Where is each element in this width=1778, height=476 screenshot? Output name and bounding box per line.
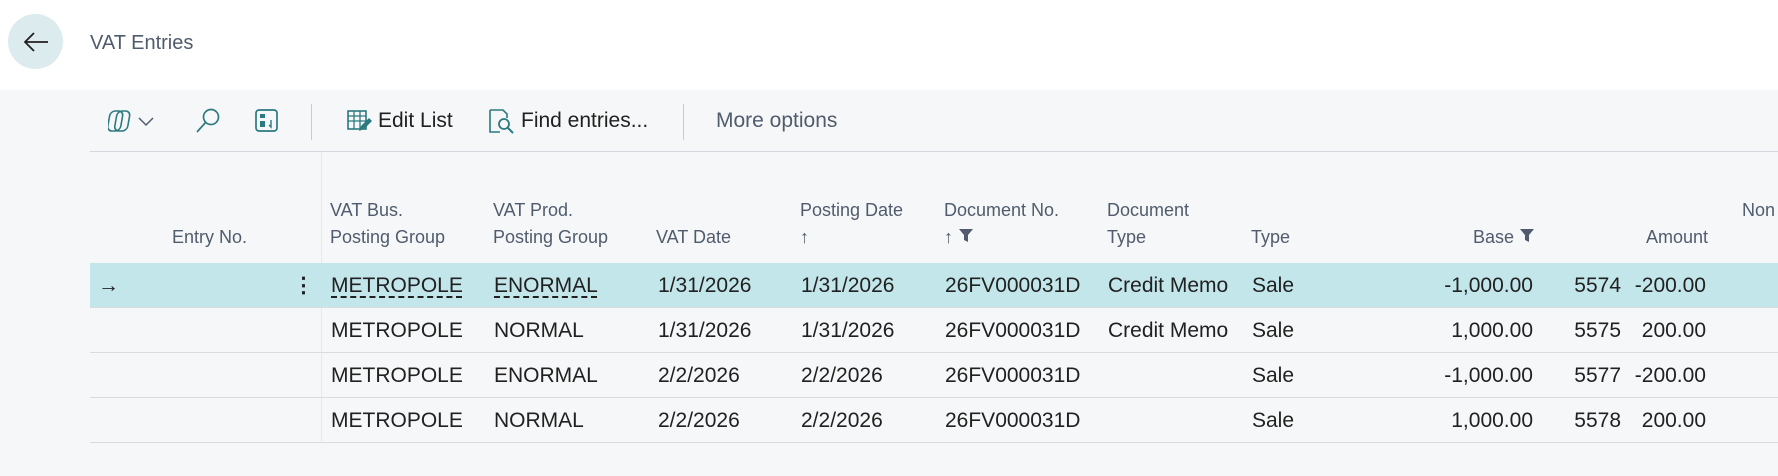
- cell-amount: -200.00: [1634, 364, 1706, 387]
- edit-list-button[interactable]: Edit List: [346, 107, 453, 135]
- header-type[interactable]: Type: [1251, 227, 1291, 247]
- cell-entry-no: 5578: [1574, 409, 1621, 432]
- cell-document-no: 26FV000031D: [945, 364, 1081, 387]
- sort-ascending-icon: ↑: [944, 227, 953, 247]
- cell-posting-date: 1/31/2026: [801, 274, 895, 297]
- header-line: VAT Prod.: [493, 200, 574, 220]
- cell-posting-date: 1/31/2026: [801, 319, 895, 342]
- header-vat-date[interactable]: VAT Date: [656, 227, 732, 247]
- cell-amount: -200.00: [1634, 274, 1706, 297]
- row-actions-icon[interactable]: ⋮: [293, 274, 314, 297]
- header-vat-bus-posting-group[interactable]: VAT Bus. Posting Group: [330, 197, 445, 251]
- header-line: Posting Date: [800, 200, 904, 220]
- table-row[interactable]: 5575 METROPOLE NORMAL 1/31/2026 1/31/2026 26F…: [90, 308, 1778, 353]
- cell-base: 1,000.00: [1451, 319, 1533, 342]
- find-entries-button[interactable]: Find entries...: [487, 107, 648, 135]
- header-line: Type: [1107, 227, 1147, 247]
- cell-vat-date: 1/31/2026: [658, 274, 752, 297]
- header-line: Posting Group: [493, 227, 609, 247]
- header-posting-date[interactable]: Posting Date ↑: [800, 197, 903, 251]
- table-row[interactable]: 5577 METROPOLE ENORMAL 2/2/2026 2/2/2026 26FV…: [90, 353, 1778, 398]
- filter-icon: [959, 229, 974, 242]
- header-entry-no[interactable]: Entry No.: [171, 227, 247, 247]
- header-vat-prod-posting-group[interactable]: VAT Prod. Posting Group: [493, 197, 608, 251]
- edit-list-label: Edit List: [378, 109, 453, 132]
- cell-vat-date: 2/2/2026: [658, 364, 740, 387]
- cell-type: Sale: [1252, 409, 1295, 432]
- cell-document-no: 26FV000031D: [945, 274, 1081, 297]
- cell-vat-bus[interactable]: METROPOLE: [331, 319, 463, 342]
- header-line: Document: [1107, 200, 1190, 220]
- cell-amount: 200.00: [1641, 319, 1706, 342]
- header-line: Base: [1472, 227, 1514, 247]
- search-button[interactable]: [194, 107, 222, 135]
- toolbar-divider: [311, 104, 312, 140]
- header-document-type[interactable]: Document Type: [1107, 197, 1189, 251]
- cell-type: Sale: [1252, 319, 1295, 342]
- header-line: Document No.: [944, 200, 1060, 220]
- page-header: VAT Entries: [0, 0, 1778, 90]
- back-button[interactable]: [8, 14, 63, 69]
- chevron-down-icon: [138, 117, 154, 127]
- header-non[interactable]: Non: [1742, 200, 1776, 220]
- cell-vat-bus[interactable]: METROPOLE: [331, 409, 463, 432]
- current-row-arrow-icon: →: [98, 274, 119, 297]
- more-options-label: More options: [716, 109, 838, 132]
- more-options-button[interactable]: More options: [716, 107, 837, 135]
- action-bar: Edit List Find entries... More options: [90, 90, 1778, 152]
- cell-posting-date: 2/2/2026: [801, 409, 883, 432]
- cell-document-no: 26FV000031D: [945, 409, 1081, 432]
- cell-type: Sale: [1252, 364, 1295, 387]
- cell-base: -1,000.00: [1444, 274, 1533, 297]
- cell-vat-bus[interactable]: METROPOLE: [331, 274, 463, 297]
- copilot-icon: [108, 110, 131, 132]
- details-pane-button[interactable]: [254, 107, 280, 135]
- filter-icon: [1520, 229, 1534, 242]
- cell-base: -1,000.00: [1444, 364, 1533, 387]
- cell-doc-type: Credit Memo: [1108, 319, 1229, 342]
- cell-amount: 200.00: [1641, 409, 1706, 432]
- cell-vat-date: 1/31/2026: [658, 319, 752, 342]
- edit-list-icon: [347, 110, 372, 131]
- page-title: VAT Entries: [90, 32, 194, 54]
- table-row[interactable]: → ⋮ 5574 METROPOLE ENORMAL 1/31/2026 1/31/2026…: [90, 263, 1778, 308]
- search-icon: [196, 108, 220, 133]
- cell-type: Sale: [1252, 274, 1295, 297]
- header-document-no[interactable]: Document No. ↑: [944, 197, 1059, 251]
- cell-vat-prod[interactable]: NORMAL: [494, 319, 584, 342]
- cell-posting-date: 2/2/2026: [801, 364, 883, 387]
- toolbar-divider: [683, 104, 684, 140]
- header-line: Posting Group: [330, 227, 446, 247]
- cell-vat-bus[interactable]: METROPOLE: [331, 364, 463, 387]
- table-row[interactable]: 5578 METROPOLE NORMAL 2/2/2026 2/2/2026 26FV0…: [90, 398, 1778, 443]
- find-entries-icon: [489, 109, 514, 134]
- cell-vat-prod[interactable]: NORMAL: [494, 409, 584, 432]
- header-line: VAT Bus.: [330, 200, 404, 220]
- arrow-left-icon: [23, 31, 48, 52]
- cell-base: 1,000.00: [1451, 409, 1533, 432]
- cell-vat-prod[interactable]: ENORMAL: [494, 364, 598, 387]
- cell-entry-no: 5575: [1574, 319, 1621, 342]
- cell-entry-no: 5577: [1574, 364, 1621, 387]
- details-pane-icon: [255, 109, 278, 132]
- find-entries-label: Find entries...: [521, 109, 649, 132]
- cell-vat-prod[interactable]: ENORMAL: [494, 274, 598, 297]
- header-base[interactable]: Base: [1473, 224, 1535, 251]
- copilot-button[interactable]: [108, 107, 156, 135]
- sort-ascending-icon: ↑: [800, 227, 809, 247]
- cell-vat-date: 2/2/2026: [658, 409, 740, 432]
- cell-entry-no: 5574: [1574, 274, 1621, 297]
- header-amount[interactable]: Amount: [1645, 227, 1708, 247]
- cell-doc-type: Credit Memo: [1108, 274, 1229, 297]
- cell-document-no: 26FV000031D: [945, 319, 1081, 342]
